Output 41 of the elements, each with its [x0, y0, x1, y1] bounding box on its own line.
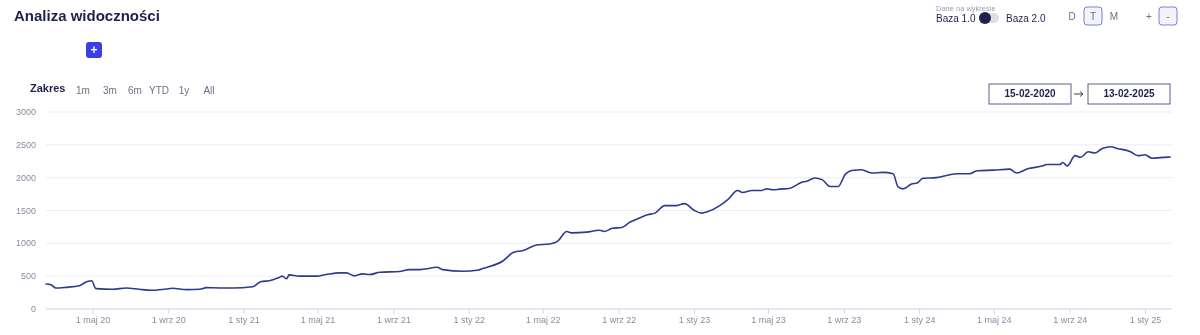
text: 6m — [128, 85, 142, 96]
text: 3m — [103, 85, 117, 96]
x-tick-label: 1 maj 20 — [75, 315, 111, 325]
x-tick-label: 1 wrz 23 — [827, 315, 862, 325]
text: + — [90, 43, 98, 57]
x-tick-label: 1 maj 23 — [751, 315, 786, 325]
text: Baza 2.0 — [1006, 13, 1046, 24]
x-tick-label: 1 wrz 24 — [1053, 315, 1088, 325]
text: 1y — [178, 85, 190, 96]
chart-title: Analiza widoczności — [14, 7, 160, 24]
text: - — [1166, 11, 1170, 22]
x-tick-label: 1 sty 22 — [453, 315, 486, 325]
text: T — [1089, 11, 1097, 22]
y-tick-label: 1000 — [15, 238, 36, 249]
y-tick-label: 1500 — [15, 205, 36, 216]
text: 13-02-2025 — [1103, 88, 1156, 99]
text: D — [1068, 11, 1076, 22]
y-tick-label: 2000 — [15, 172, 36, 183]
x-tick-label: 1 maj 22 — [526, 315, 561, 325]
y-tick-label: 0 — [30, 304, 36, 314]
x-tick-label: 1 sty 23 — [678, 315, 711, 325]
y-tick-label: 3000 — [15, 107, 36, 117]
text: YTD — [149, 85, 169, 96]
line-series — [45, 146, 1171, 292]
text: 15-02-2020 — [1004, 88, 1057, 99]
text: + — [1146, 11, 1153, 22]
x-tick-label: 1 sty 25 — [1129, 315, 1162, 325]
x-tick-label: 1 wrz 22 — [602, 315, 637, 325]
text: 1m — [76, 85, 90, 96]
text: M — [1109, 11, 1119, 22]
x-tick-label: 1 maj 21 — [300, 315, 336, 325]
x-tick-label: 1 sty 24 — [903, 315, 936, 325]
x-tick-label: 1 wrz 21 — [376, 315, 411, 325]
text: Baza 1.0 — [936, 13, 976, 24]
y-tick-label: 2500 — [15, 139, 36, 150]
x-tick-label: 1 maj 24 — [977, 315, 1012, 325]
text: Zakres — [30, 82, 66, 94]
y-tick-label: 500 — [20, 271, 36, 282]
x-tick-label: 1 sty 21 — [228, 315, 260, 325]
x-tick-label: 1 wrz 20 — [151, 315, 186, 325]
text: All — [203, 85, 215, 96]
